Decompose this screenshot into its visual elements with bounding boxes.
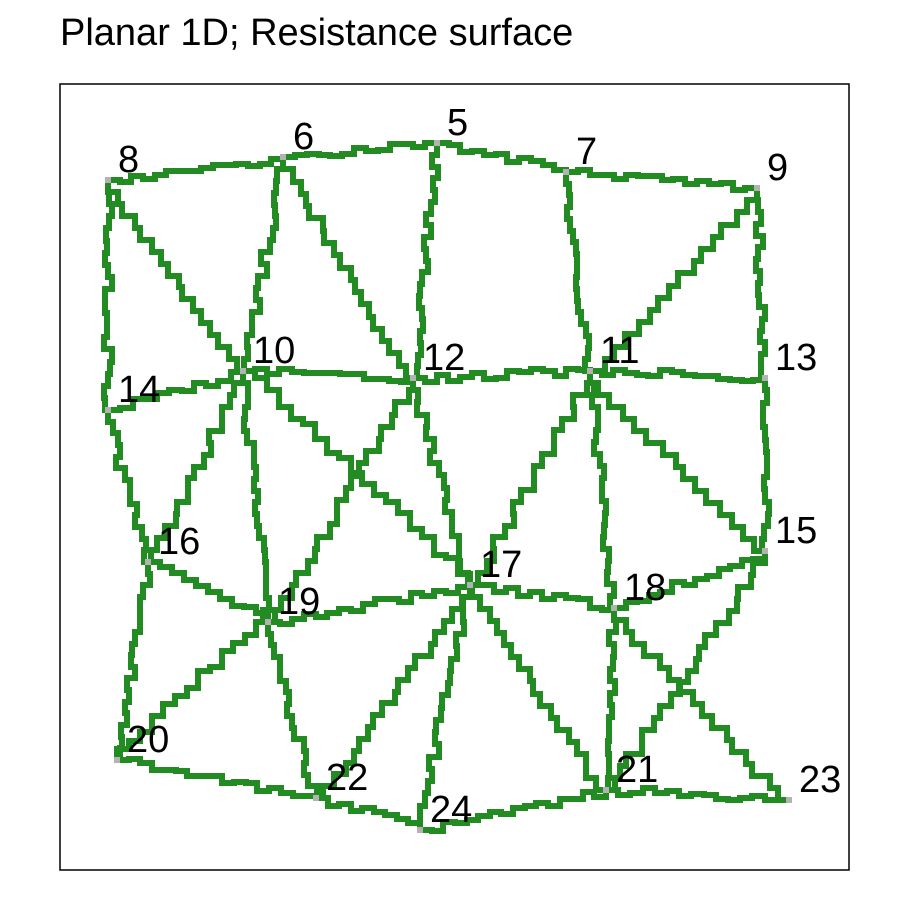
node-label-5: 5	[447, 102, 468, 144]
edge-11-17	[467, 368, 593, 588]
edge-17-21	[467, 582, 609, 793]
node-marker-18	[611, 605, 617, 611]
edge-18-15	[611, 548, 768, 611]
edge-11-18	[587, 368, 617, 611]
edges-layer	[101, 140, 792, 834]
edge-16-19	[145, 559, 271, 625]
node-marker-6	[280, 154, 286, 160]
edge-18-23	[611, 605, 792, 803]
node-label-16: 16	[158, 521, 200, 563]
edge-12-17	[410, 375, 473, 588]
edge-19-20	[114, 619, 271, 763]
node-label-24: 24	[430, 789, 472, 831]
nodes-layer: 5 6 7 8 9 10 11 12 13 14 15 16 17 18 19 20 21 22 23 24	[105, 102, 841, 833]
node-label-13: 13	[775, 337, 817, 379]
node-label-17: 17	[480, 544, 522, 586]
edge-18-21	[603, 605, 619, 793]
edge-17-18	[467, 582, 617, 613]
edge-14-16	[105, 407, 151, 565]
node-label-6: 6	[293, 116, 314, 158]
node-label-11: 11	[600, 330, 639, 372]
node-label-18: 18	[624, 567, 666, 609]
edge-6-10	[240, 154, 286, 374]
edge-10-16	[145, 368, 246, 565]
node-marker-20	[114, 757, 120, 763]
edge-9-13	[753, 185, 768, 381]
node-marker-24	[417, 827, 423, 833]
node-label-20: 20	[127, 719, 169, 761]
node-marker-5	[434, 140, 440, 146]
edge-7-11	[563, 169, 593, 374]
node-marker-23	[786, 797, 792, 803]
edge-13-15	[759, 375, 772, 554]
edge-15-21	[603, 548, 768, 793]
node-label-7: 7	[576, 131, 597, 173]
node-marker-17	[467, 582, 473, 588]
node-marker-15	[762, 548, 768, 554]
node-label-14: 14	[118, 369, 160, 411]
edge-5-7	[434, 140, 569, 175]
node-marker-13	[762, 375, 768, 381]
edge-19-17	[265, 582, 473, 627]
edge-17-22	[313, 582, 473, 801]
edge-20-22	[114, 756, 319, 801]
edge-12-19	[265, 375, 416, 625]
edge-19-22	[265, 619, 320, 801]
node-label-19: 19	[278, 581, 320, 623]
node-label-9: 9	[767, 147, 788, 189]
node-marker-16	[145, 559, 151, 565]
edge-11-13	[587, 367, 768, 384]
node-marker-9	[754, 185, 760, 191]
node-label-15: 15	[775, 510, 817, 552]
node-label-23: 23	[799, 759, 841, 801]
node-marker-19	[265, 619, 271, 625]
edge-11-15	[587, 368, 768, 554]
edge-14-10	[105, 368, 246, 413]
edge-24-21	[417, 787, 609, 834]
edge-16-20	[114, 559, 153, 763]
node-label-12: 12	[423, 337, 465, 379]
edge-22-24	[313, 795, 423, 833]
edge-24-17	[417, 582, 475, 833]
node-marker-12	[410, 375, 416, 381]
node-marker-10	[240, 368, 246, 374]
node-label-8: 8	[118, 139, 139, 181]
edge-10-12	[240, 366, 416, 385]
node-label-10: 10	[253, 330, 295, 372]
edge-6-12	[280, 154, 416, 381]
edge-12-11	[410, 366, 593, 385]
plot-frame	[59, 83, 850, 871]
chart-title: Planar 1D; Resistance surface	[60, 12, 574, 54]
edge-8-10	[105, 177, 246, 374]
edge-5-12	[410, 140, 441, 381]
node-marker-7	[563, 169, 569, 175]
node-marker-21	[603, 787, 609, 793]
node-marker-22	[313, 795, 319, 801]
edge-10-19	[240, 368, 272, 625]
node-label-21: 21	[616, 749, 658, 791]
node-marker-14	[105, 407, 111, 413]
edge-7-9	[563, 167, 760, 193]
edge-21-23	[603, 785, 792, 803]
edge-9-11	[587, 185, 760, 374]
node-label-22: 22	[326, 757, 368, 799]
edge-8-14	[101, 177, 115, 413]
edge-8-6	[105, 154, 286, 185]
node-marker-11	[587, 368, 593, 374]
node-marker-8	[105, 177, 111, 183]
edge-6-5	[280, 140, 440, 160]
